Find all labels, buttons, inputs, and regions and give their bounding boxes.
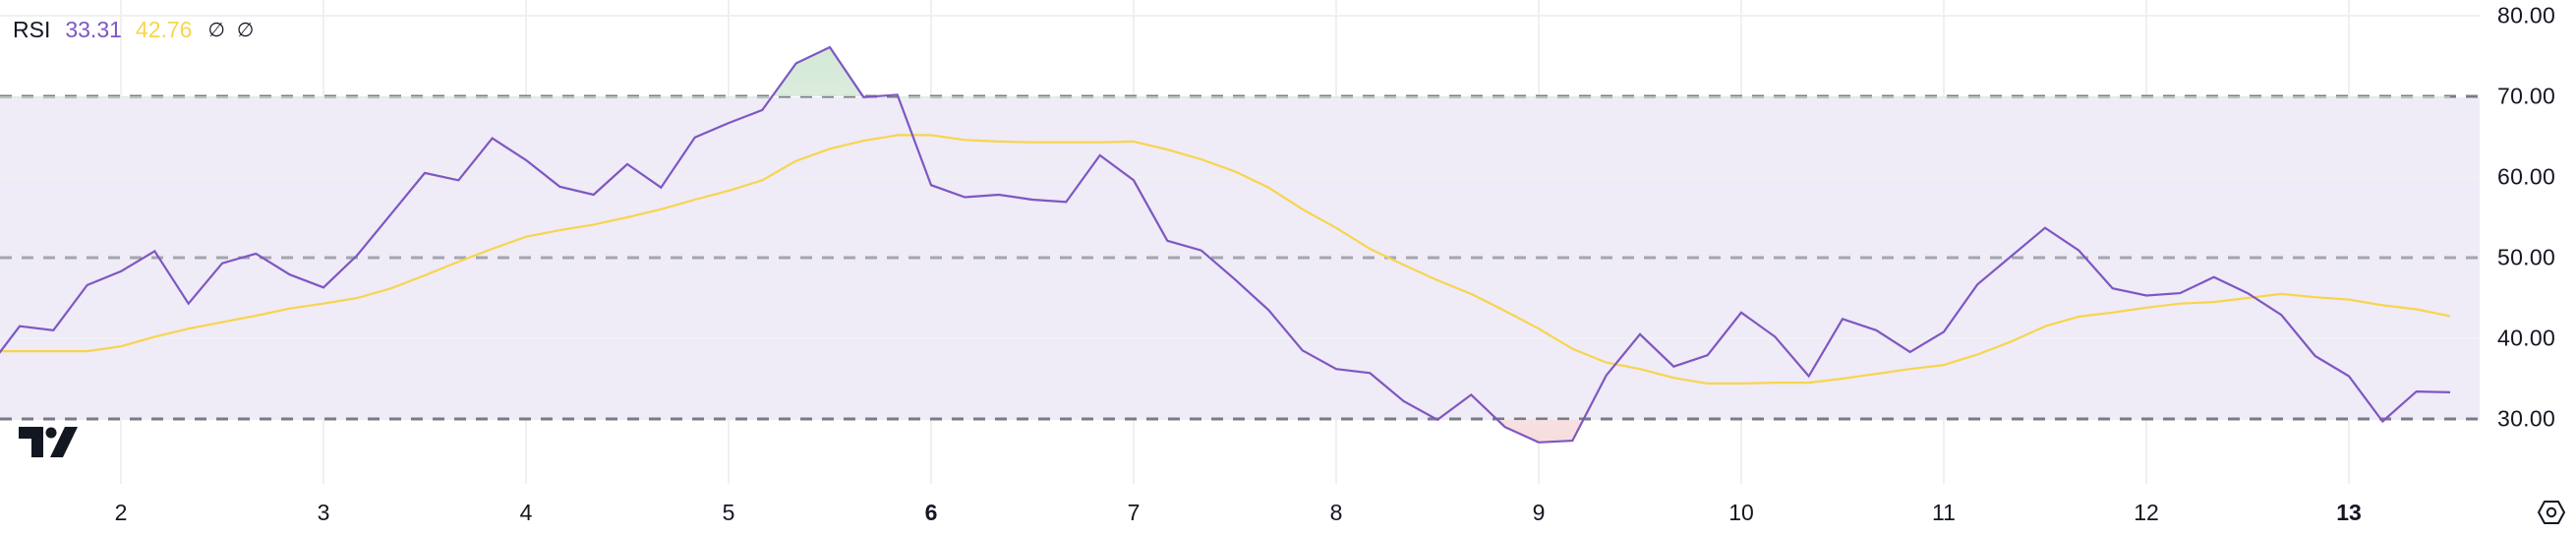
settings-hexagon-icon[interactable]	[2537, 498, 2566, 527]
y-axis-label: 40.00	[2497, 325, 2556, 351]
x-axis-label: 4	[519, 500, 533, 525]
x-axis-label: 12	[2134, 500, 2159, 525]
y-axis-label: 50.00	[2497, 244, 2556, 270]
x-axis-label: 8	[1329, 500, 1343, 525]
y-axis-label: 30.00	[2497, 405, 2556, 432]
x-axis-label: 10	[1728, 500, 1754, 525]
x-axis-label: 9	[1532, 500, 1546, 525]
empty-value-icon: ∅	[236, 19, 255, 41]
x-axis-label: 3	[317, 500, 330, 525]
rsi-value: 33.31	[65, 16, 122, 42]
x-axis-label: 13	[2336, 500, 2362, 525]
ma-value: 42.76	[135, 16, 193, 42]
tradingview-logo-icon[interactable]	[19, 427, 80, 457]
x-axis-label: 5	[722, 500, 735, 525]
rsi-ma-line	[0, 134, 2451, 385]
x-axis-label: 2	[114, 500, 128, 525]
y-axis-label: 70.00	[2497, 83, 2556, 109]
x-axis-label: 7	[1127, 500, 1141, 525]
y-axis-label: 60.00	[2497, 163, 2556, 190]
indicator-title[interactable]: RSI	[13, 16, 51, 42]
rsi-line	[0, 45, 2451, 444]
x-axis-label: 6	[924, 500, 938, 525]
empty-value-icon: ∅	[207, 19, 225, 41]
y-axis-label: 80.00	[2497, 2, 2556, 29]
indicator-legend[interactable]: RSI 33.31 42.76 ∅ ∅	[13, 14, 265, 45]
x-axis-label: 11	[1932, 500, 1956, 525]
